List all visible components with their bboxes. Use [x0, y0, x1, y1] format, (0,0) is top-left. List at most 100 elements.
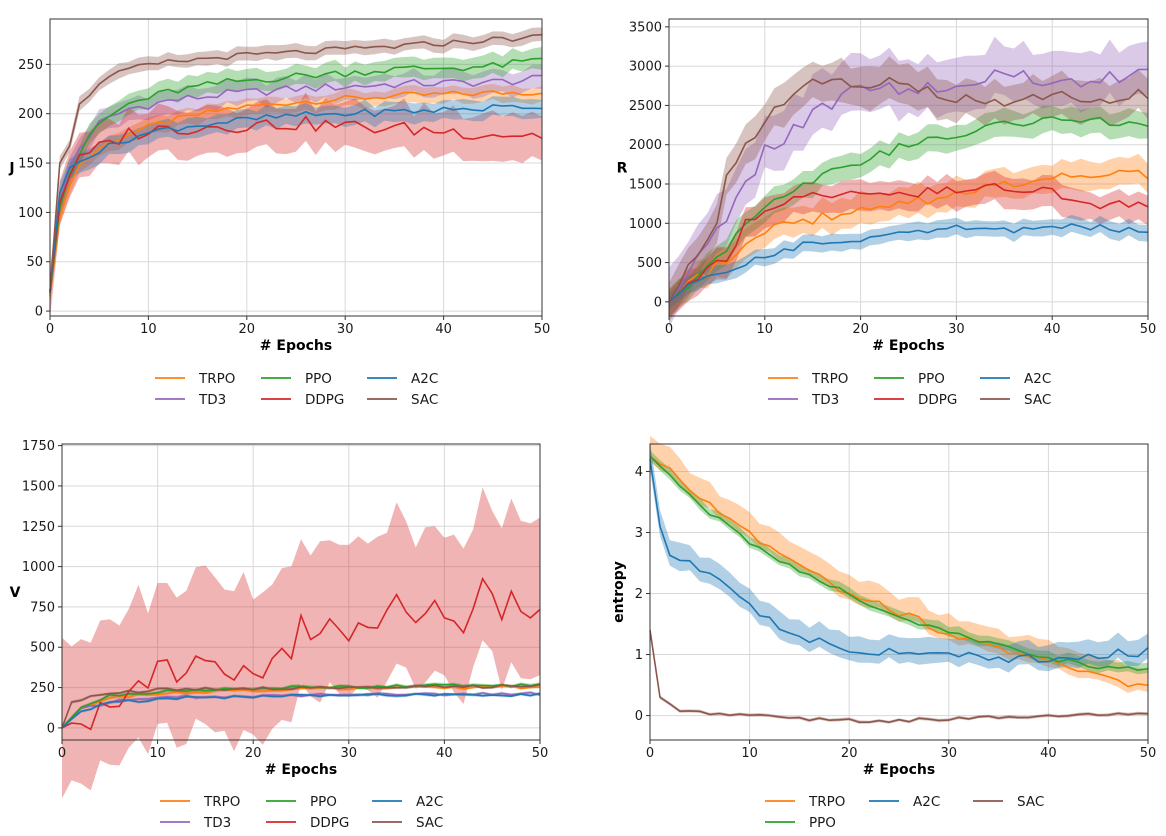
x-tick-label: 10: [741, 746, 758, 761]
legend-label-td3: TD3: [811, 392, 839, 408]
legend-label-a2c: A2C: [416, 794, 443, 810]
series-line-sac: [49, 33, 543, 292]
x-tick-label: 0: [646, 746, 654, 761]
y-tick-label: 1750: [22, 439, 55, 454]
x-tick-label: 40: [436, 746, 453, 761]
y-tick-label: 3: [635, 526, 643, 541]
series-line-sac: [61, 683, 541, 729]
band-trpo: [650, 435, 1148, 693]
legend-label-td3: TD3: [198, 392, 226, 408]
legend-label-ppo: PPO: [310, 794, 337, 810]
chart-entropy: 0 10 20 30 40 50 0 1 2 3 4 # Epochs entropy TRPO A2C SA…: [611, 435, 1157, 831]
y-tick-label: 1500: [22, 479, 55, 494]
series-line-trpo: [649, 455, 1149, 688]
x-tick-label: 0: [46, 322, 54, 337]
series-line-a2c: [61, 692, 541, 729]
y-tick-label: 100: [18, 206, 43, 221]
plot-frame: [668, 18, 1149, 317]
legend-label-sac: SAC: [416, 815, 443, 831]
x-tick-label: 50: [532, 746, 549, 761]
legend-label-trpo: TRPO: [198, 371, 235, 387]
x-tick-label: 40: [1040, 746, 1057, 761]
x-tick-label: 50: [1140, 746, 1157, 761]
y-tick-label: 2500: [629, 99, 662, 114]
chart-R: 0 10 20 30 40 500500100015002000250030003500#…: [617, 18, 1156, 408]
x-axis-label: # Epochs: [260, 338, 332, 354]
series-line-sac: [649, 629, 1149, 724]
legend: TRPO PPO A2C TD3 DDPG SAC: [155, 371, 438, 408]
x-tick-label: 40: [1044, 322, 1061, 337]
y-tick-label: 0: [47, 721, 55, 736]
x-tick-label: 20: [239, 322, 256, 337]
x-tick-label: 30: [941, 746, 958, 761]
plot-frame: [49, 18, 543, 317]
legend-label-a2c: A2C: [1024, 371, 1051, 387]
y-tick-label: 0: [654, 295, 662, 310]
x-tick-label: 10: [140, 322, 157, 337]
series-line-trpo: [668, 169, 1149, 303]
band-ddpg: [50, 92, 542, 319]
x-tick-label: 20: [245, 746, 262, 761]
series-line-ddpg: [49, 115, 543, 292]
band-td3: [669, 36, 1148, 328]
y-tick-label: 500: [637, 256, 662, 271]
y-axis-label: V: [10, 585, 21, 601]
y-tick-label: 4: [635, 465, 643, 480]
x-tick-label: 30: [337, 322, 354, 337]
series-line-ddpg: [61, 576, 541, 731]
series-line-ddpg: [668, 182, 1149, 303]
series-line-ppo: [49, 57, 543, 294]
legend-label-trpo: TRPO: [811, 371, 848, 387]
series-line-trpo: [49, 90, 543, 297]
plot-frame: [649, 443, 1149, 741]
x-tick-label: 10: [757, 322, 774, 337]
legend-label-sac: SAC: [1024, 392, 1051, 408]
legend-label-sac: SAC: [411, 392, 438, 408]
legend-label-trpo: TRPO: [203, 794, 240, 810]
legend: TRPO PPO A2C TD3 DDPG SAC: [160, 794, 443, 831]
x-tick-label: 50: [534, 322, 551, 337]
chart-J: 0 10 20 30 40 50 0 50 100 150 200 250 # Epochs J TRPO P…: [8, 18, 551, 408]
band-ppo: [50, 46, 542, 303]
x-axis-label: # Epochs: [872, 338, 944, 354]
y-tick-label: 500: [30, 641, 55, 656]
y-tick-label: 1250: [22, 520, 55, 535]
band-sac: [650, 628, 1148, 724]
legend-label-a2c: A2C: [411, 371, 438, 387]
y-tick-label: 200: [18, 107, 43, 122]
x-tick-label: 30: [948, 322, 965, 337]
legend: TRPO PPO A2C TD3 DDPG SAC: [768, 371, 1051, 408]
legend-label-ppo: PPO: [305, 371, 332, 387]
series-line-ppo: [61, 683, 541, 729]
y-tick-label: 1: [635, 648, 643, 663]
legend-label-td3: TD3: [203, 815, 231, 831]
y-tick-label: 50: [26, 255, 43, 270]
y-tick-label: 2000: [629, 138, 662, 153]
y-tick-label: 1000: [629, 217, 662, 232]
legend-label-trpo: TRPO: [808, 794, 845, 810]
series-line-a2c: [49, 104, 543, 292]
legend: TRPO A2C SAC PPO: [765, 794, 1044, 831]
legend-label-a2c: A2C: [913, 794, 940, 810]
x-tick-label: 0: [58, 746, 66, 761]
y-tick-label: 0: [635, 709, 643, 724]
legend-label-sac: SAC: [1017, 794, 1044, 810]
y-tick-label: 250: [18, 58, 43, 73]
y-axis-label: R: [617, 161, 628, 177]
x-tick-label: 30: [341, 746, 358, 761]
series-line-ppo: [649, 455, 1149, 672]
series-line-a2c: [649, 459, 1149, 664]
band-a2c: [650, 441, 1148, 673]
plot-frame: [61, 443, 541, 741]
y-tick-label: 750: [30, 600, 55, 615]
x-tick-label: 10: [149, 746, 166, 761]
y-tick-label: 3000: [629, 60, 662, 75]
y-tick-label: 0: [35, 305, 43, 320]
y-axis-label: entropy: [611, 561, 627, 623]
y-tick-label: 1500: [629, 178, 662, 193]
x-tick-label: 20: [852, 322, 869, 337]
series-line-td3: [668, 68, 1149, 303]
band-td3: [50, 64, 542, 305]
